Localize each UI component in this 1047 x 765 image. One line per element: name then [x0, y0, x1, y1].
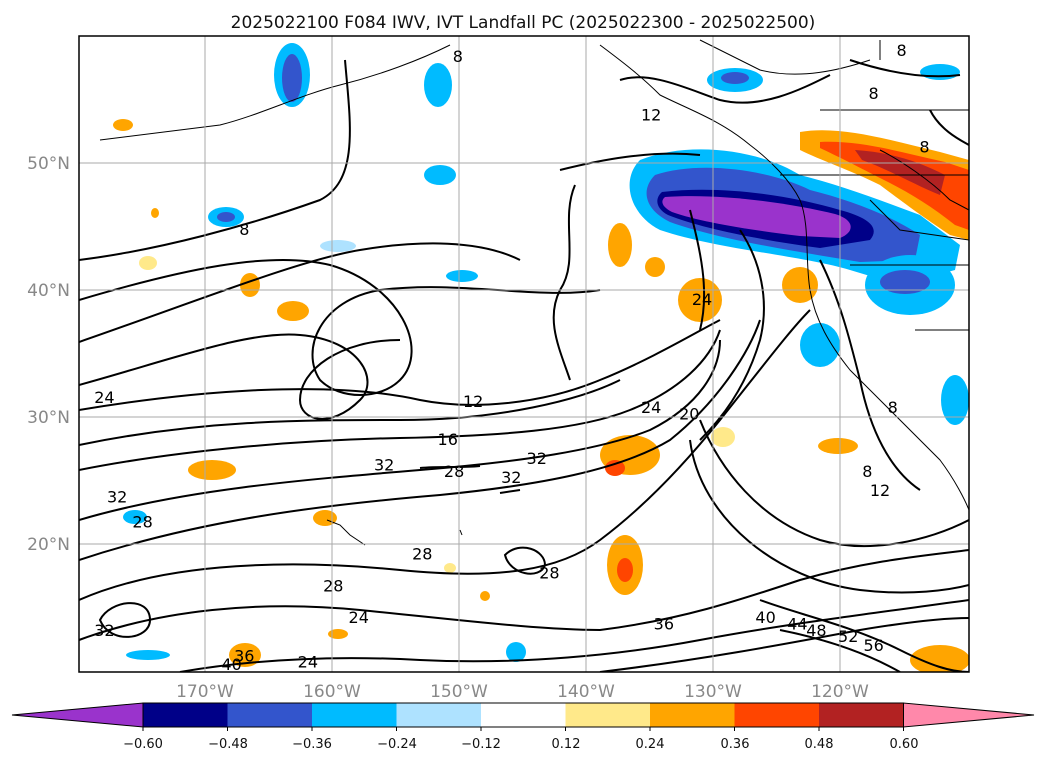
colorbar-tick-label: −0.60 — [123, 737, 163, 752]
contour-label: 8 — [239, 220, 249, 239]
y-tick-label: 30°N — [27, 408, 70, 428]
colorbar-tick-label: −0.24 — [377, 737, 417, 752]
colorbar-extend-min — [11, 702, 144, 728]
contour-label: 8 — [862, 462, 872, 481]
colorbar-tick-label: 0.36 — [721, 737, 750, 752]
contour-label: 40 — [221, 655, 241, 674]
chart-title: 2025022100 F084 IWV, IVT Landfall PC (20… — [231, 13, 816, 33]
contour-label: 8 — [453, 47, 463, 66]
contour-label: 28 — [444, 462, 464, 481]
contour-label: 56 — [863, 636, 883, 655]
gridlines — [79, 36, 969, 672]
map-frame — [78, 35, 970, 673]
y-tick-label: 20°N — [27, 535, 70, 555]
contour-label: 12 — [641, 106, 661, 125]
contour-label: 24 — [94, 388, 114, 407]
contour-lines — [79, 59, 969, 672]
contour-label: 8 — [919, 137, 929, 156]
contour-label: 8 — [897, 41, 907, 60]
x-axis-ticks: 170°W 160°W 150°W 140°W 130°W 120°W — [176, 682, 869, 702]
colorbar-segment — [227, 703, 312, 727]
colorbar-tick-label: 0.12 — [552, 737, 581, 752]
colorbar — [11, 702, 1035, 731]
x-tick-label: 150°W — [430, 682, 488, 702]
y-tick-label: 40°N — [27, 281, 70, 301]
colorbar-segment — [396, 703, 481, 727]
x-tick-label: 130°W — [684, 682, 742, 702]
map-area: 8 888888121212162024242424242828282828323… — [78, 35, 970, 674]
contour-label: 52 — [838, 627, 858, 646]
contour-label: 32 — [527, 449, 547, 468]
colorbar-extend-max — [903, 702, 1035, 728]
shaded-field — [113, 43, 969, 672]
contour-label: 28 — [132, 513, 152, 532]
colorbar-segment — [734, 703, 819, 727]
colorbar-tick-label: 0.60 — [890, 737, 919, 752]
colorbar-segment — [481, 703, 566, 727]
colorbar-frame — [142, 702, 904, 728]
colorbar-segment — [312, 703, 397, 727]
contour-label: 24 — [349, 608, 369, 627]
colorbar-ticks: −0.60 −0.48 −0.36 −0.24 −0.12 0.12 0.24 … — [123, 737, 918, 752]
contour-label: 28 — [323, 576, 343, 595]
colorbar-tick-label: −0.48 — [208, 737, 248, 752]
contour-label: 44 — [787, 614, 807, 633]
x-tick-label: 120°W — [811, 682, 869, 702]
x-tick-label: 170°W — [176, 682, 234, 702]
contour-label: 24 — [692, 290, 712, 309]
x-tick-label: 160°W — [303, 682, 361, 702]
colorbar-segment — [650, 703, 735, 727]
contour-label: 20 — [679, 405, 699, 424]
contour-label: 12 — [463, 392, 483, 411]
contour-label: 40 — [755, 608, 775, 627]
contour-label: 32 — [94, 621, 114, 640]
colorbar-tick-label: −0.12 — [461, 737, 501, 752]
x-tick-label: 140°W — [557, 682, 615, 702]
colorbar-segment — [819, 703, 904, 727]
contour-label: 28 — [539, 564, 559, 583]
colorbar-tick-label: −0.36 — [292, 737, 332, 752]
contour-label: 28 — [412, 545, 432, 564]
contour-label: 8 — [869, 84, 879, 103]
contour-label: 48 — [806, 621, 826, 640]
colorbar-segment — [143, 703, 228, 727]
contour-label: 16 — [438, 430, 458, 449]
contour-label: 36 — [654, 614, 674, 633]
colorbar-tick-label: 0.24 — [636, 737, 665, 752]
colorbar-tick-label: 0.48 — [805, 737, 834, 752]
colorbar-segment — [565, 703, 650, 727]
contour-label: 24 — [641, 398, 661, 417]
contour-label: 24 — [298, 653, 318, 672]
y-axis-ticks: 50°N 40°N 30°N 20°N — [27, 154, 70, 555]
contour-labels: 8 888888121212162024242424242828282828323… — [94, 41, 929, 674]
contour-label: 32 — [374, 455, 394, 474]
contour-label: 32 — [501, 468, 521, 487]
contour-label: 12 — [870, 481, 890, 500]
y-tick-label: 50°N — [27, 154, 70, 174]
contour-label: 36 — [234, 646, 254, 665]
contour-label: 8 — [888, 398, 898, 417]
coastlines — [99, 36, 969, 546]
contour-label: 32 — [107, 487, 127, 506]
